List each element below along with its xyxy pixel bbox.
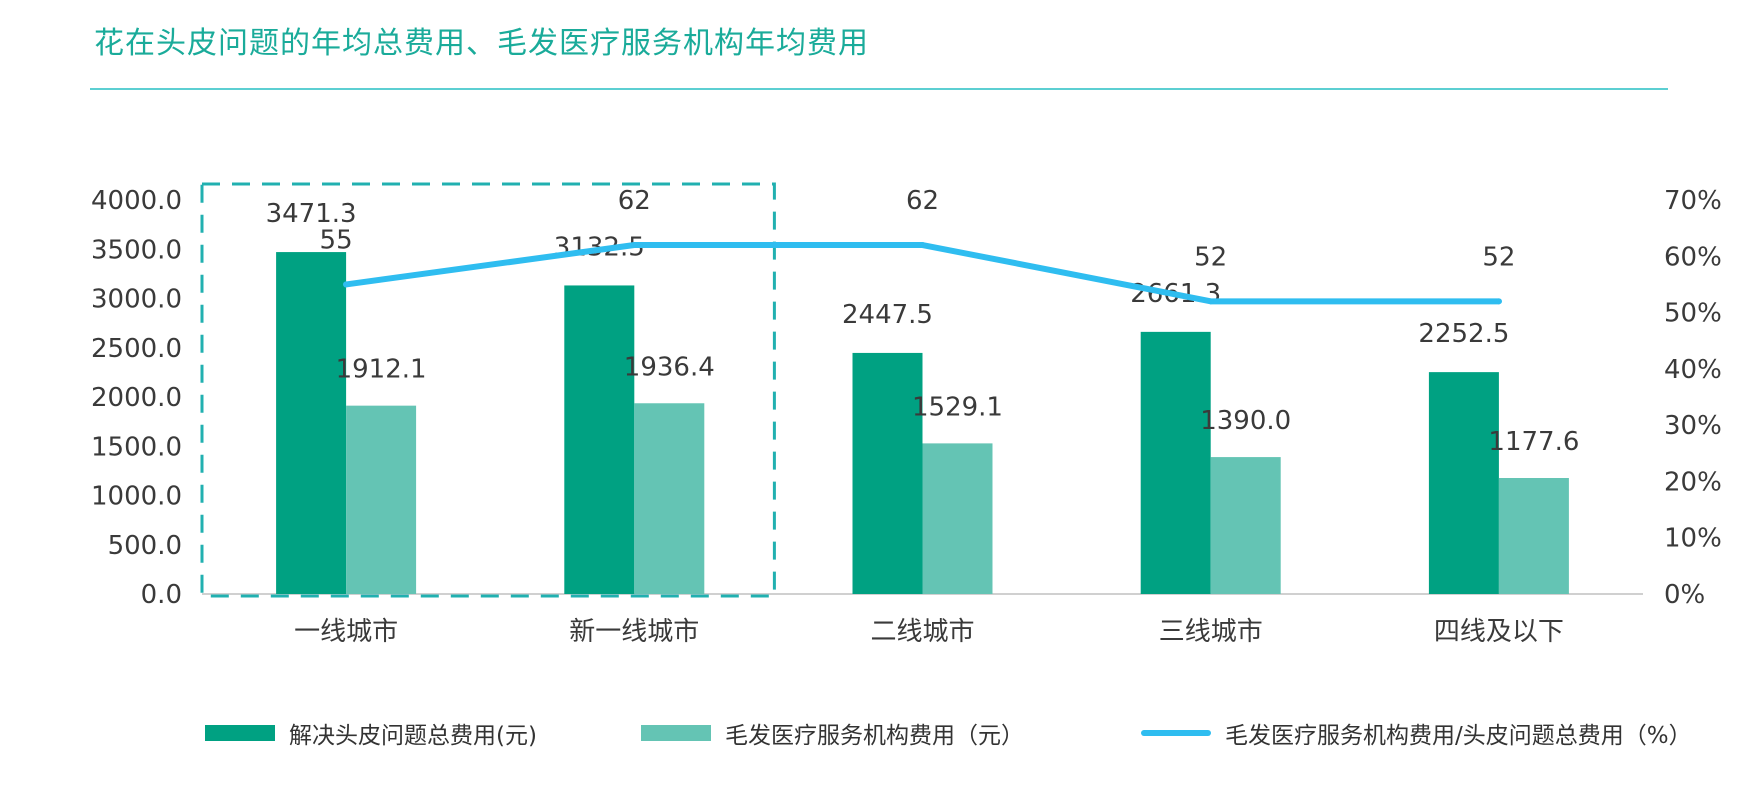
right-tick-label: 30%	[1664, 411, 1722, 441]
legend-item-ratio: 毛发医疗服务机构费用/头皮问题总费用（%）	[1141, 716, 1692, 750]
bar-institution	[1498, 478, 1569, 594]
right-tick-label: 50%	[1664, 299, 1722, 329]
combo-chart: 0.0 500.0 1000.0 1500.0 2000.0 2500.0 3000.0 35…	[91, 182, 1722, 647]
legend-swatch-ratio	[1141, 730, 1211, 736]
chart-title: 花在头皮问题的年均总费用、毛发医疗服务机构年均费用	[94, 26, 869, 61]
data-label-total: 2447.5	[842, 300, 933, 330]
right-y-axis: 0% 10% 20% 30% 40% 50% 60% 70%	[1664, 186, 1722, 610]
right-tick-label: 60%	[1664, 242, 1722, 272]
bar-total	[852, 352, 923, 594]
bar-total	[276, 252, 347, 594]
right-tick-label: 70%	[1664, 186, 1722, 216]
legend-label-institution: 毛发医疗服务机构费用（元）	[725, 723, 1024, 749]
data-label-ratio: 52	[1194, 242, 1227, 272]
category-label: 四线及以下	[1434, 617, 1564, 647]
left-tick-label: 4000.0	[91, 186, 182, 216]
bar-institution	[346, 405, 417, 594]
data-label-institution: 1529.1	[912, 392, 1003, 422]
ratio-line-series: 55 62 62 52 52	[320, 186, 1515, 305]
left-tick-label: 3500.0	[91, 235, 182, 265]
category-label: 一线城市	[294, 617, 398, 647]
ratio-point	[343, 281, 350, 288]
ratio-point	[1207, 298, 1214, 305]
legend-item-total: 解决头皮问题总费用(元)	[205, 716, 537, 750]
data-label-institution: 1912.1	[336, 355, 427, 385]
bars	[276, 252, 1569, 594]
data-label-ratio: 55	[320, 225, 353, 255]
data-label-institution: 1390.0	[1200, 406, 1291, 436]
data-label-institution: 1936.4	[624, 352, 715, 382]
left-tick-label: 2500.0	[91, 334, 182, 364]
bar-institution	[634, 403, 705, 594]
data-label-total: 2252.5	[1418, 319, 1509, 349]
data-label-institution: 1177.6	[1488, 427, 1579, 457]
left-tick-label: 3000.0	[91, 285, 182, 315]
data-label-ratio: 52	[1482, 242, 1515, 272]
left-tick-label: 0.0	[141, 580, 182, 610]
left-tick-label: 1000.0	[91, 482, 182, 512]
left-tick-label: 1500.0	[91, 432, 182, 462]
title-divider	[90, 88, 1668, 90]
data-label-ratio: 62	[618, 186, 651, 216]
data-label-total: 3471.3	[266, 199, 357, 229]
left-tick-label: 500.0	[108, 531, 182, 561]
bar-institution	[922, 443, 993, 594]
ratio-point	[1495, 298, 1502, 305]
bar-total	[1140, 331, 1211, 594]
legend-label-total: 解决头皮问题总费用(元)	[289, 723, 537, 749]
category-label: 三线城市	[1159, 617, 1263, 647]
bar-total	[1428, 372, 1499, 594]
left-tick-label: 2000.0	[91, 383, 182, 413]
right-tick-label: 40%	[1664, 355, 1722, 385]
bar-total	[564, 285, 635, 594]
legend-swatch-total	[205, 725, 275, 741]
ratio-point	[631, 242, 638, 249]
left-y-axis: 0.0 500.0 1000.0 1500.0 2000.0 2500.0 3000.0 35…	[91, 186, 182, 610]
legend: 解决头皮问题总费用(元) 毛发医疗服务机构费用（元） 毛发医疗服务机构费用/头皮…	[0, 716, 1762, 756]
right-tick-label: 20%	[1664, 467, 1722, 497]
category-label: 二线城市	[870, 617, 974, 647]
legend-swatch-institution	[641, 725, 711, 741]
category-label: 新一线城市	[569, 617, 699, 647]
data-label-ratio: 62	[906, 186, 939, 216]
legend-label-ratio: 毛发医疗服务机构费用/头皮问题总费用（%）	[1225, 723, 1692, 749]
highlight-box	[200, 182, 776, 598]
bar-institution	[1210, 457, 1281, 594]
x-axis-categories: 一线城市 新一线城市 二线城市 三线城市 四线及以下	[294, 617, 1564, 647]
right-tick-label: 10%	[1664, 524, 1722, 554]
legend-item-institution: 毛发医疗服务机构费用（元）	[641, 716, 1024, 750]
right-tick-label: 0%	[1664, 580, 1705, 610]
ratio-line	[343, 242, 1502, 305]
ratio-point	[919, 242, 926, 249]
